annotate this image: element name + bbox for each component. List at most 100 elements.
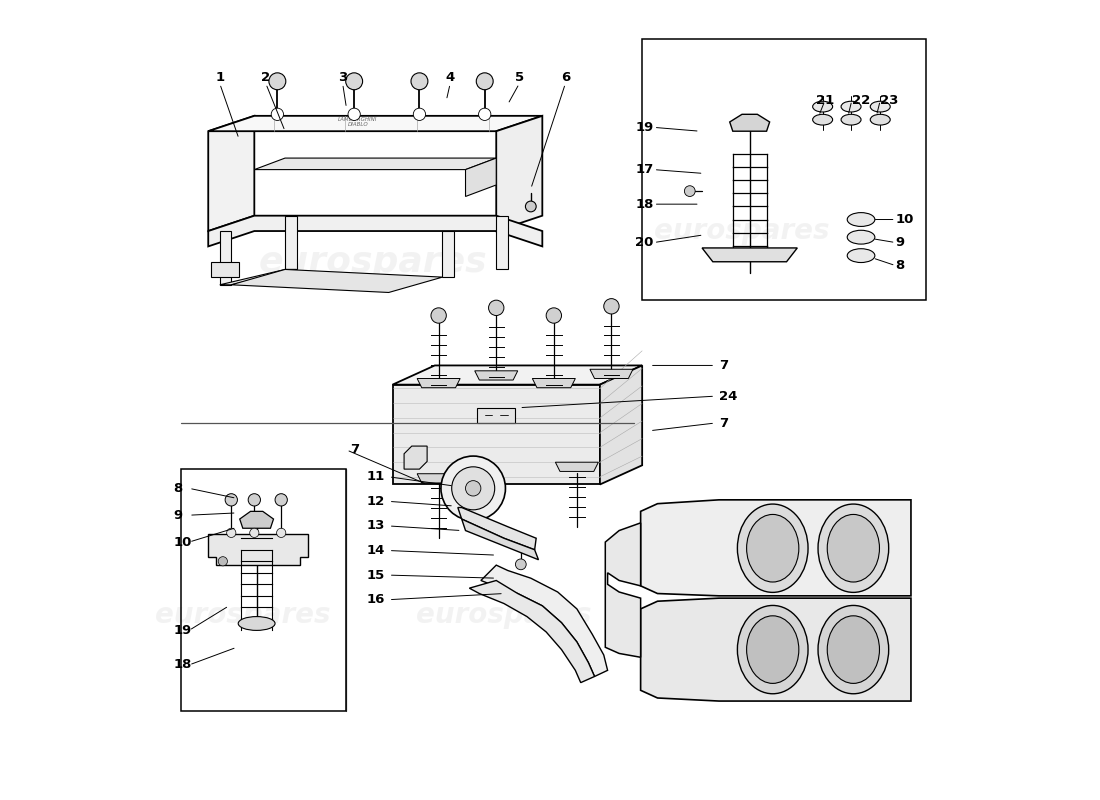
Text: eurospares: eurospares	[416, 601, 592, 629]
Polygon shape	[532, 378, 575, 388]
Ellipse shape	[842, 102, 861, 112]
Text: eurospares: eurospares	[155, 601, 331, 629]
Polygon shape	[404, 446, 427, 469]
Text: 9: 9	[895, 236, 904, 249]
Circle shape	[516, 559, 526, 570]
Circle shape	[604, 298, 619, 314]
Polygon shape	[496, 116, 542, 231]
Polygon shape	[556, 462, 598, 471]
Circle shape	[526, 201, 536, 212]
Text: 12: 12	[366, 495, 385, 508]
Circle shape	[431, 308, 447, 323]
Text: 16: 16	[366, 593, 385, 606]
Polygon shape	[702, 248, 798, 262]
Ellipse shape	[847, 213, 874, 226]
Text: 18: 18	[174, 658, 192, 671]
Polygon shape	[640, 500, 911, 596]
Text: 17: 17	[636, 163, 653, 176]
Polygon shape	[285, 216, 297, 270]
Polygon shape	[220, 231, 231, 285]
Text: 15: 15	[366, 569, 385, 582]
Text: 10: 10	[174, 535, 192, 549]
Text: 22: 22	[851, 94, 870, 107]
Polygon shape	[600, 366, 642, 485]
Ellipse shape	[737, 606, 808, 694]
Polygon shape	[417, 474, 460, 483]
Text: 6: 6	[561, 71, 570, 84]
Circle shape	[441, 456, 506, 521]
Text: 7: 7	[719, 359, 728, 372]
Ellipse shape	[737, 504, 808, 592]
Circle shape	[250, 528, 258, 538]
Text: 19: 19	[174, 624, 191, 637]
Text: 8: 8	[895, 259, 905, 272]
Text: eurospares: eurospares	[654, 217, 829, 245]
Polygon shape	[605, 523, 640, 658]
Text: 13: 13	[366, 519, 385, 533]
Bar	[642, 39, 926, 300]
Text: 9: 9	[174, 509, 183, 522]
Polygon shape	[729, 114, 770, 131]
Text: 3: 3	[338, 71, 348, 84]
Text: LAMBORGHINI
DIABLO: LAMBORGHINI DIABLO	[339, 117, 377, 127]
Circle shape	[411, 73, 428, 90]
Text: 5: 5	[515, 71, 524, 84]
Text: 2: 2	[262, 71, 271, 84]
Polygon shape	[458, 507, 536, 550]
Polygon shape	[210, 262, 239, 277]
Text: 8: 8	[174, 482, 183, 495]
Circle shape	[218, 557, 228, 566]
Polygon shape	[208, 116, 254, 231]
Polygon shape	[640, 598, 911, 701]
Text: 10: 10	[895, 213, 914, 226]
Ellipse shape	[847, 230, 874, 244]
Polygon shape	[462, 519, 539, 560]
Circle shape	[478, 108, 491, 121]
Circle shape	[275, 494, 287, 506]
Ellipse shape	[239, 617, 275, 630]
Polygon shape	[393, 385, 600, 485]
Polygon shape	[465, 158, 496, 197]
Circle shape	[488, 300, 504, 315]
Polygon shape	[481, 565, 607, 677]
Ellipse shape	[842, 114, 861, 125]
Text: 4: 4	[446, 71, 454, 84]
Ellipse shape	[747, 616, 799, 683]
Circle shape	[414, 108, 426, 121]
Polygon shape	[475, 371, 518, 380]
Circle shape	[465, 481, 481, 496]
Ellipse shape	[870, 114, 890, 125]
Text: 11: 11	[366, 470, 385, 483]
Text: 18: 18	[636, 198, 653, 210]
Ellipse shape	[818, 504, 889, 592]
Ellipse shape	[847, 249, 874, 262]
Text: 24: 24	[719, 390, 737, 402]
Ellipse shape	[827, 616, 880, 683]
Ellipse shape	[813, 114, 833, 125]
Polygon shape	[208, 216, 542, 246]
Polygon shape	[470, 581, 594, 682]
Text: 21: 21	[816, 94, 834, 107]
Polygon shape	[254, 158, 496, 170]
Ellipse shape	[870, 102, 890, 112]
Ellipse shape	[827, 514, 880, 582]
Text: 7: 7	[350, 443, 360, 457]
Circle shape	[276, 528, 286, 538]
Bar	[182, 469, 346, 711]
Polygon shape	[442, 231, 454, 277]
Polygon shape	[208, 534, 308, 565]
Circle shape	[227, 528, 235, 538]
Text: 1: 1	[216, 71, 224, 84]
Circle shape	[547, 308, 561, 323]
Circle shape	[268, 73, 286, 90]
Circle shape	[345, 73, 363, 90]
Ellipse shape	[818, 606, 889, 694]
Polygon shape	[240, 511, 274, 528]
Polygon shape	[208, 116, 542, 131]
Text: eurospares: eurospares	[654, 601, 829, 629]
Text: 20: 20	[636, 236, 653, 249]
Text: 7: 7	[719, 417, 728, 430]
Polygon shape	[590, 370, 632, 378]
Circle shape	[272, 108, 284, 121]
Circle shape	[348, 108, 361, 121]
